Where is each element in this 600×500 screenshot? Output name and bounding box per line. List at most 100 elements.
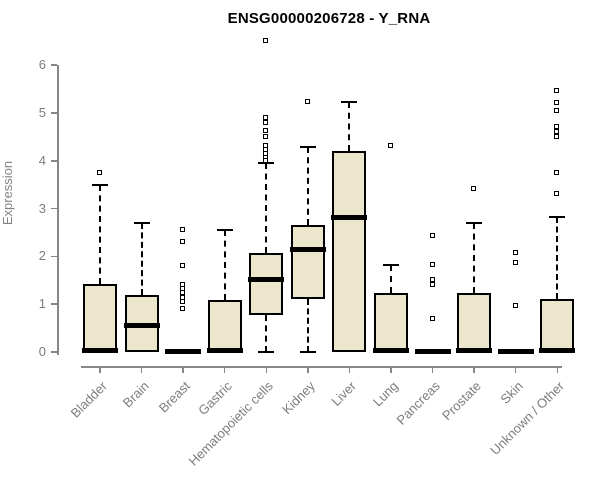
x-axis-tick xyxy=(473,366,475,373)
y-axis-tick xyxy=(51,160,57,162)
upper-whisker-cap xyxy=(216,229,233,232)
y-axis-tick xyxy=(51,64,57,66)
outlier-point xyxy=(512,249,518,255)
box xyxy=(290,225,325,300)
upper-whisker-line xyxy=(306,147,309,226)
outlier-point xyxy=(554,129,560,135)
outlier-point xyxy=(429,233,435,239)
outlier-point xyxy=(554,108,560,114)
outlier-point xyxy=(554,133,560,139)
outlier-point xyxy=(429,316,435,322)
upper-whisker-cap xyxy=(382,264,399,266)
x-axis-tick xyxy=(348,366,351,373)
outlier-point xyxy=(263,119,269,125)
upper-whisker-cap xyxy=(133,221,150,224)
outlier-point xyxy=(180,298,186,304)
y-axis-tick-label: 4 xyxy=(38,152,46,168)
y-axis-tick-label: 3 xyxy=(38,200,46,216)
median-line xyxy=(206,347,243,353)
x-axis-tick xyxy=(182,366,184,373)
lower-whisker-line xyxy=(265,314,268,352)
outlier-point xyxy=(512,260,518,266)
upper-whisker-cap xyxy=(549,216,566,219)
box xyxy=(207,300,242,352)
lower-whisker-line xyxy=(306,299,309,352)
outlier-point xyxy=(554,124,560,130)
x-axis-tick xyxy=(307,366,309,373)
y-axis-tick-label: 6 xyxy=(38,57,46,73)
outlier-point xyxy=(554,191,560,197)
outlier-point xyxy=(263,38,269,44)
y-axis-label: Expression xyxy=(0,160,15,226)
y-axis-tick xyxy=(51,351,57,353)
upper-whisker-cap xyxy=(92,183,108,186)
upper-whisker-line xyxy=(348,102,351,152)
box xyxy=(457,292,492,352)
outlier-point xyxy=(180,262,186,268)
y-axis-tick-label: 1 xyxy=(38,296,46,312)
median-line xyxy=(123,323,160,329)
median-line xyxy=(414,348,451,354)
upper-whisker-cap xyxy=(258,162,275,165)
upper-whisker-cap xyxy=(341,101,358,104)
upper-whisker-line xyxy=(389,265,392,293)
x-axis-tick xyxy=(556,366,559,373)
median-line xyxy=(456,347,493,353)
y-axis-tick-label: 0 xyxy=(38,344,46,359)
median-line xyxy=(165,348,202,354)
x-axis-line xyxy=(81,366,562,368)
outlier-point xyxy=(512,303,518,309)
y-axis-tick-label: 2 xyxy=(38,248,46,264)
upper-whisker-line xyxy=(99,184,101,285)
x-axis-tick xyxy=(223,366,226,373)
outlier-point xyxy=(429,282,435,288)
lower-whisker-cap xyxy=(258,351,275,353)
y-axis-tick xyxy=(51,303,57,305)
lower-whisker-cap xyxy=(299,351,316,353)
upper-whisker-line xyxy=(556,217,559,300)
median-line xyxy=(497,348,534,354)
upper-whisker-line xyxy=(223,230,226,301)
outlier-point xyxy=(554,88,560,94)
chart-title: ENSG00000206728 - Y_RNA xyxy=(227,10,431,27)
median-line xyxy=(331,214,368,220)
median-line xyxy=(372,347,409,353)
outlier-point xyxy=(554,100,560,106)
x-axis-tick xyxy=(390,366,392,373)
box xyxy=(249,252,284,315)
upper-whisker-line xyxy=(140,222,143,295)
upper-whisker-line xyxy=(473,222,476,293)
y-axis-tick xyxy=(51,255,57,258)
outlier-point xyxy=(429,277,435,283)
outlier-point xyxy=(263,128,269,134)
y-axis-tick xyxy=(51,207,57,210)
y-axis-line xyxy=(57,65,59,355)
x-axis-tick xyxy=(514,366,517,373)
x-axis-tick xyxy=(265,366,268,373)
box xyxy=(83,284,117,352)
outlier-point xyxy=(180,239,186,245)
outlier-point xyxy=(263,114,269,120)
box xyxy=(332,151,367,352)
x-axis-tick xyxy=(140,366,143,373)
median-line xyxy=(289,247,326,253)
upper-whisker-line xyxy=(265,163,268,253)
y-axis-tick-label: 5 xyxy=(38,105,46,120)
outlier-point xyxy=(554,169,560,175)
upper-whisker-cap xyxy=(466,221,483,224)
outlier-point xyxy=(387,142,393,148)
median-line xyxy=(248,276,285,282)
outlier-point xyxy=(263,133,269,139)
x-axis-tick xyxy=(99,366,101,373)
outlier-point xyxy=(429,262,435,267)
outlier-point xyxy=(180,289,186,295)
y-axis-tick xyxy=(51,112,57,114)
outlier-point xyxy=(304,98,310,104)
outlier-point xyxy=(471,185,477,191)
median-line xyxy=(82,347,118,353)
outlier-point xyxy=(180,227,186,233)
x-axis-tick-label: Unknown / Other xyxy=(487,378,568,458)
median-line xyxy=(539,347,576,353)
